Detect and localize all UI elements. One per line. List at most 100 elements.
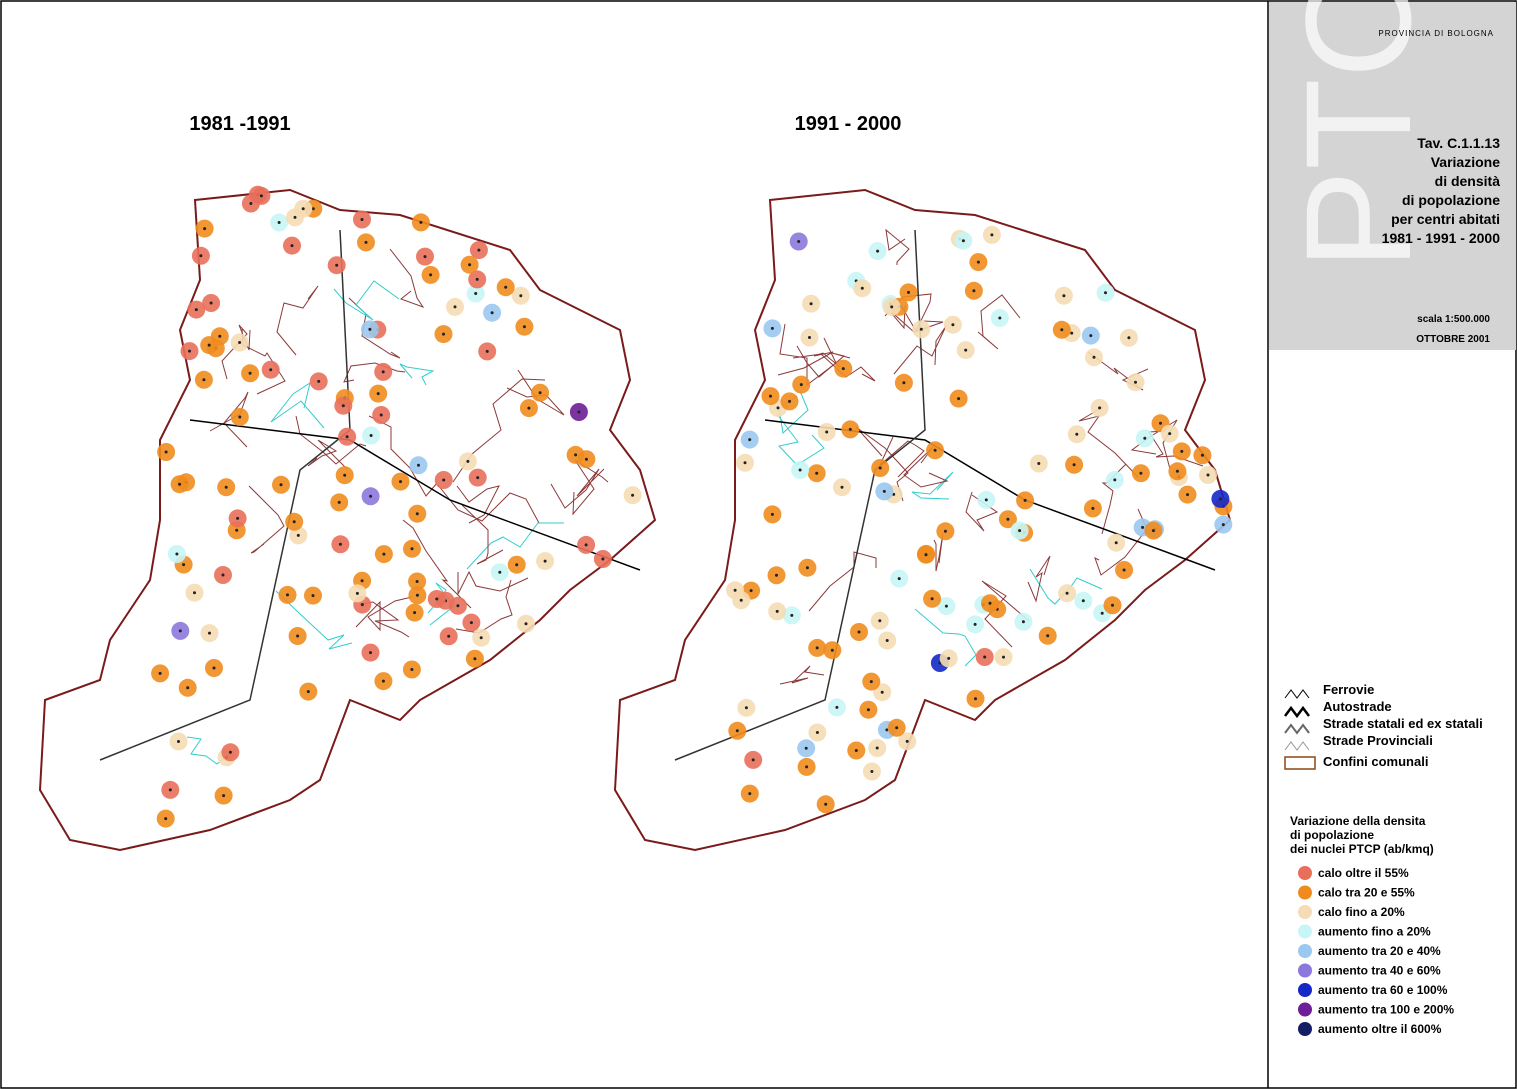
settlement-center xyxy=(343,473,347,477)
municipal-boundary xyxy=(965,491,999,532)
settlement-center xyxy=(1072,463,1076,467)
municipal-boundary xyxy=(248,485,285,554)
province-map xyxy=(613,188,1233,852)
settlement-center xyxy=(311,207,315,211)
settlement-center xyxy=(236,516,240,520)
settlement-center xyxy=(840,485,844,489)
settlement-center xyxy=(875,746,879,750)
settlement-center xyxy=(277,221,281,224)
settlement-center xyxy=(961,239,965,243)
settlement-center xyxy=(364,240,368,244)
legend-swatch xyxy=(1298,885,1312,900)
watermark: PTCP xyxy=(1274,0,1442,270)
settlement-center xyxy=(1062,294,1066,298)
settlement-center xyxy=(1141,525,1145,529)
maps xyxy=(38,185,1233,852)
settlement-center xyxy=(301,207,305,211)
settlement-center xyxy=(1089,334,1093,338)
legend-swatch xyxy=(1298,983,1312,997)
settlement-center xyxy=(601,557,605,561)
municipal-boundary xyxy=(886,305,944,333)
municipal-boundary xyxy=(1027,555,1051,603)
settlement-center xyxy=(866,708,870,712)
river xyxy=(776,413,825,466)
settlement-center xyxy=(175,552,179,556)
municipal-boundary xyxy=(355,596,413,632)
settlement-center xyxy=(798,468,802,472)
scale: scala 1:500.000 xyxy=(1417,314,1490,325)
legend-label: aumento tra 20 e 40% xyxy=(1318,944,1441,958)
settlement-center xyxy=(990,233,994,237)
settlement-center xyxy=(468,263,472,267)
municipal-boundary xyxy=(1078,406,1139,478)
municipal-boundary xyxy=(885,228,910,265)
settlement-center xyxy=(1139,471,1143,475)
settlement-center xyxy=(381,370,385,374)
settlement-center xyxy=(788,399,791,403)
settlement-center xyxy=(202,378,206,382)
legend-label: calo fino a 20% xyxy=(1318,905,1405,919)
title-line: Variazione xyxy=(1431,154,1500,170)
settlement-center xyxy=(907,290,910,294)
settlement-center xyxy=(799,383,803,387)
municipal-boundary xyxy=(276,285,319,356)
settlement-center xyxy=(1070,331,1074,335)
settlement-center xyxy=(178,629,182,633)
settlement-center xyxy=(824,802,828,806)
settlement-center xyxy=(194,308,198,312)
settlement-center xyxy=(897,577,901,581)
settlement-center xyxy=(279,483,283,487)
river xyxy=(275,590,353,650)
settlement-center xyxy=(423,255,427,259)
settlement-center xyxy=(527,406,531,410)
settlement-center xyxy=(809,302,813,306)
settlement-center xyxy=(870,770,874,773)
settlement-center xyxy=(381,679,385,683)
legend-label: aumento oltre il 600% xyxy=(1318,1022,1442,1036)
settlement-center xyxy=(882,489,886,493)
settlement-center xyxy=(930,597,934,601)
settlement-center xyxy=(751,758,755,762)
province-map xyxy=(38,185,657,852)
legend: Ferrovie Autostrade Strade statali ed ex s… xyxy=(1290,682,1483,1036)
settlement-center xyxy=(1065,591,1069,595)
legend-title: Variazione della densita xyxy=(1290,814,1426,828)
settlement-center xyxy=(1151,529,1155,533)
settlement-center xyxy=(224,485,228,489)
legend-line-label: Ferrovie xyxy=(1323,682,1374,697)
settlement-center xyxy=(775,573,778,577)
legend-swatch xyxy=(1298,944,1312,958)
municipal-boundary xyxy=(777,351,841,376)
settlement-center xyxy=(1113,478,1117,482)
settlement-center xyxy=(538,391,542,395)
settlement-center xyxy=(976,260,980,264)
settlement-center xyxy=(477,248,481,252)
settlement-center xyxy=(415,580,419,583)
settlement-center xyxy=(878,466,882,470)
settlement-center xyxy=(519,294,523,298)
settlement-center xyxy=(876,249,880,253)
settlement-center xyxy=(379,413,383,417)
municipal-boundary xyxy=(550,468,605,509)
settlement-center xyxy=(1186,493,1189,497)
settlement-center xyxy=(360,603,364,607)
municipal-boundary xyxy=(893,325,947,375)
settlement-center xyxy=(182,563,186,567)
settlement-center xyxy=(1159,421,1162,425)
settlement-center xyxy=(199,254,203,258)
settlement-center xyxy=(193,591,196,595)
settlement-center xyxy=(988,601,992,605)
settlement-center xyxy=(1037,462,1041,465)
settlement-center xyxy=(413,611,417,615)
settlement-center xyxy=(341,404,345,408)
settlement-center xyxy=(943,529,947,533)
municipal-boundary xyxy=(457,570,529,595)
settlement-center xyxy=(860,286,864,290)
settlement-center xyxy=(442,332,445,336)
settlement-center xyxy=(1100,611,1104,615)
municipal-boundary xyxy=(437,484,540,524)
legend-label: aumento tra 100 e 200% xyxy=(1318,1003,1454,1017)
settlement-center xyxy=(360,579,364,583)
river xyxy=(914,608,977,667)
